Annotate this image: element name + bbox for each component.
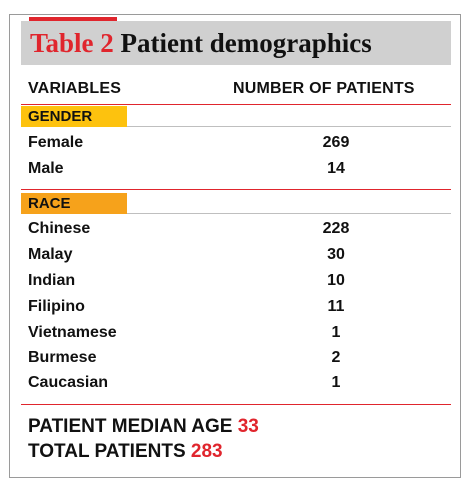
row-value: 30 bbox=[327, 246, 345, 263]
column-header-variables: VARIABLES bbox=[28, 80, 122, 97]
table-row: Vietnamese 1 bbox=[21, 320, 451, 346]
row-value: 14 bbox=[327, 160, 345, 177]
section-gender: GENDER bbox=[21, 106, 127, 127]
column-header-patients: NUMBER OF PATIENTS bbox=[233, 80, 415, 97]
table-title-text: Patient demographics bbox=[120, 28, 372, 58]
row-label: Malay bbox=[28, 246, 73, 263]
title-bar bbox=[21, 21, 451, 65]
header-divider bbox=[21, 104, 451, 105]
row-value: 1 bbox=[331, 324, 341, 341]
table-frame bbox=[9, 14, 461, 478]
row-label: Filipino bbox=[28, 298, 85, 315]
table-row: Female 269 bbox=[21, 130, 451, 156]
row-label: Caucasian bbox=[28, 374, 109, 391]
total-patients-summary: TOTAL PATIENTS 283 bbox=[28, 440, 223, 464]
row-label: Vietnamese bbox=[28, 324, 117, 341]
median-age-label: PATIENT MEDIAN AGE bbox=[28, 416, 233, 437]
table-row: Burmese 2 bbox=[21, 345, 451, 371]
table-row: Indian 10 bbox=[21, 268, 451, 294]
summary-divider bbox=[21, 404, 451, 405]
median-age-summary: PATIENT MEDIAN AGE 33 bbox=[28, 415, 259, 439]
row-value: 11 bbox=[327, 298, 345, 315]
row-label: Burmese bbox=[28, 349, 97, 366]
section-race: RACE bbox=[21, 193, 127, 214]
row-value: 10 bbox=[327, 272, 345, 289]
row-label: Chinese bbox=[28, 220, 91, 237]
total-patients-value: 283 bbox=[190, 441, 223, 462]
row-label: Male bbox=[28, 160, 64, 177]
section-divider bbox=[127, 126, 451, 127]
row-value: 269 bbox=[322, 134, 350, 151]
total-patients-label: TOTAL PATIENTS bbox=[28, 441, 186, 462]
section-divider bbox=[127, 213, 451, 214]
section-divider-red bbox=[21, 189, 451, 190]
row-value: 228 bbox=[322, 220, 350, 237]
table-row: Chinese 228 bbox=[21, 216, 451, 242]
table-number: Table 2 bbox=[30, 28, 114, 58]
table-row: Male 14 bbox=[21, 156, 451, 182]
row-label: Female bbox=[28, 134, 84, 151]
row-label: Indian bbox=[28, 272, 76, 289]
table-row: Malay 30 bbox=[21, 242, 451, 268]
row-value: 1 bbox=[331, 374, 341, 391]
median-age-value: 33 bbox=[237, 416, 259, 437]
title-accent-bar bbox=[29, 17, 117, 21]
table-title: Table 2 Patient demographics bbox=[30, 25, 372, 61]
row-value: 2 bbox=[331, 349, 341, 366]
table-row: Caucasian 1 bbox=[21, 370, 451, 396]
table-row: Filipino 11 bbox=[21, 294, 451, 320]
